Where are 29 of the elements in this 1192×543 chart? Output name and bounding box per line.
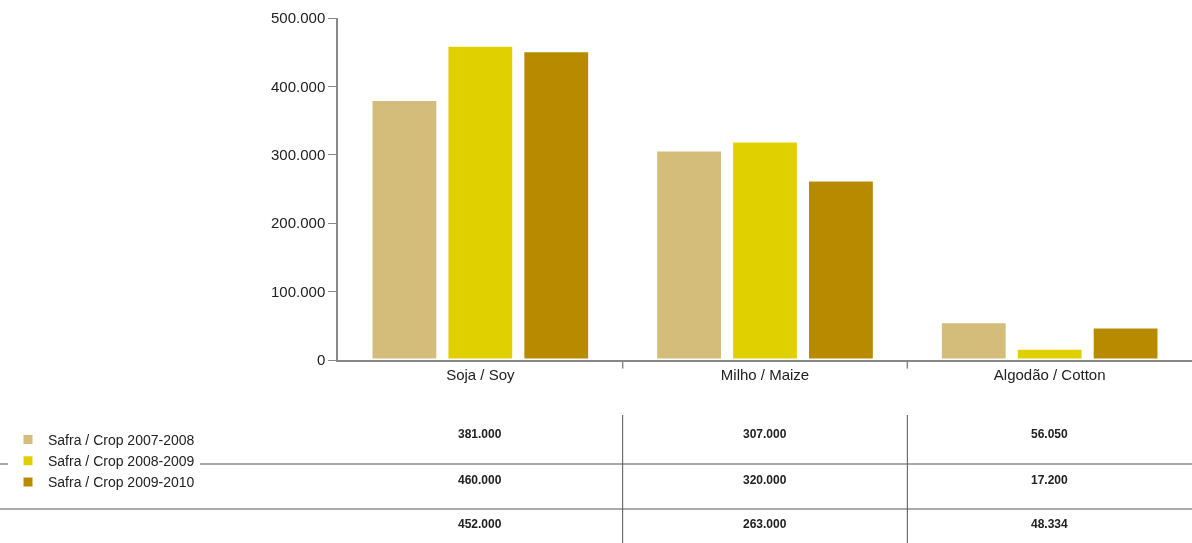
- y-tick-label: 500.000: [271, 9, 326, 27]
- legend-label: Safra / Crop 2007-2008: [48, 432, 195, 449]
- legend-label: Safra / Crop 2009-2010: [48, 474, 195, 491]
- y-tick-label: 200.000: [271, 214, 326, 232]
- data-label: 48.334: [1031, 517, 1069, 531]
- bar: [806, 178, 876, 360]
- bar: [1014, 346, 1085, 360]
- data-label: 307.000: [743, 427, 787, 441]
- x-tick-label: Milho / Maize: [720, 365, 810, 383]
- bar: [521, 49, 592, 360]
- data-label: 320.000: [743, 473, 787, 487]
- y-tick-label: 300.000: [271, 146, 326, 164]
- data-label: 56.050: [1031, 427, 1069, 441]
- y-tick-label: 0: [316, 351, 326, 369]
- data-label: 452.000: [458, 517, 502, 531]
- bar: [445, 43, 516, 360]
- bar: [938, 320, 1009, 360]
- y-tick-label: 100.000: [271, 282, 326, 300]
- bar: [1090, 325, 1161, 360]
- data-label: 263.000: [743, 517, 787, 531]
- data-label: 381.000: [458, 427, 502, 441]
- y-tick-label: 400.000: [271, 77, 326, 95]
- x-tick-label: Algodão / Cotton: [993, 365, 1106, 383]
- x-tick-label: Soja / Soy: [446, 365, 516, 383]
- legend-label: Safra / Crop 2008-2009: [48, 453, 195, 470]
- data-label: 460.000: [458, 473, 502, 487]
- bar: [730, 139, 800, 360]
- bar: [654, 148, 724, 360]
- data-label: 17.200: [1031, 473, 1069, 487]
